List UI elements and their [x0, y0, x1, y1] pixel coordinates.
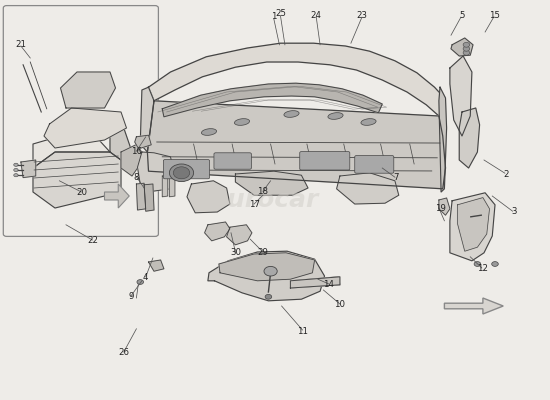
- Polygon shape: [162, 83, 382, 117]
- Circle shape: [474, 262, 481, 266]
- Polygon shape: [458, 198, 490, 251]
- Text: 11: 11: [297, 327, 308, 336]
- Text: 2: 2: [503, 170, 509, 178]
- Circle shape: [14, 174, 18, 177]
- Ellipse shape: [234, 119, 250, 125]
- Polygon shape: [208, 251, 324, 301]
- Text: 30: 30: [230, 248, 241, 257]
- Polygon shape: [21, 160, 36, 178]
- Circle shape: [14, 168, 18, 172]
- Polygon shape: [33, 152, 121, 208]
- Polygon shape: [439, 198, 450, 215]
- Text: 17: 17: [249, 200, 260, 209]
- FancyBboxPatch shape: [163, 160, 210, 179]
- FancyBboxPatch shape: [214, 153, 251, 169]
- Polygon shape: [147, 101, 446, 189]
- Ellipse shape: [201, 129, 217, 135]
- Polygon shape: [60, 72, 116, 108]
- Text: 10: 10: [334, 300, 345, 309]
- Circle shape: [264, 266, 277, 276]
- Polygon shape: [148, 260, 164, 271]
- Polygon shape: [459, 108, 480, 168]
- Text: 23: 23: [356, 12, 367, 20]
- Polygon shape: [138, 152, 175, 191]
- Polygon shape: [187, 181, 230, 213]
- Polygon shape: [450, 193, 495, 261]
- Text: 1: 1: [271, 12, 277, 21]
- Text: 16: 16: [131, 148, 142, 156]
- Ellipse shape: [361, 119, 376, 125]
- Circle shape: [169, 164, 194, 182]
- Text: 5: 5: [459, 12, 465, 20]
- Text: 15: 15: [490, 12, 500, 20]
- Polygon shape: [450, 56, 472, 136]
- Polygon shape: [136, 183, 146, 210]
- Text: 25: 25: [275, 10, 286, 18]
- Polygon shape: [451, 38, 473, 56]
- Text: eurocar: eurocar: [210, 188, 318, 212]
- Ellipse shape: [284, 111, 299, 117]
- Text: 3: 3: [512, 208, 517, 216]
- Polygon shape: [219, 253, 315, 281]
- Text: 4: 4: [143, 274, 148, 282]
- FancyBboxPatch shape: [355, 156, 394, 173]
- Polygon shape: [337, 173, 399, 204]
- Text: 12: 12: [477, 264, 488, 273]
- Polygon shape: [290, 277, 340, 288]
- Circle shape: [492, 262, 498, 266]
- Polygon shape: [444, 298, 503, 314]
- Circle shape: [173, 167, 190, 179]
- Ellipse shape: [328, 113, 343, 119]
- Polygon shape: [33, 128, 110, 168]
- Polygon shape: [235, 171, 308, 195]
- Circle shape: [463, 42, 470, 47]
- Polygon shape: [148, 43, 444, 116]
- FancyBboxPatch shape: [300, 152, 350, 170]
- Text: 21: 21: [15, 40, 26, 49]
- Circle shape: [463, 50, 470, 55]
- Polygon shape: [205, 222, 230, 241]
- Polygon shape: [169, 175, 175, 197]
- Text: 8: 8: [134, 174, 139, 182]
- Text: 26: 26: [118, 348, 129, 357]
- Text: 29: 29: [257, 248, 268, 257]
- Polygon shape: [144, 184, 154, 211]
- Text: 20: 20: [76, 188, 87, 197]
- FancyBboxPatch shape: [3, 6, 158, 236]
- Text: 18: 18: [257, 188, 268, 196]
- Polygon shape: [135, 135, 151, 149]
- Polygon shape: [44, 108, 127, 148]
- Text: 14: 14: [323, 280, 334, 289]
- Polygon shape: [121, 144, 143, 176]
- Polygon shape: [162, 175, 168, 197]
- Text: 19: 19: [434, 204, 446, 213]
- Polygon shape: [110, 120, 132, 160]
- Text: 22: 22: [87, 236, 98, 245]
- Text: 9: 9: [128, 292, 134, 301]
- Circle shape: [137, 280, 144, 284]
- Text: 24: 24: [311, 12, 322, 20]
- Polygon shape: [104, 184, 129, 208]
- Circle shape: [14, 163, 18, 166]
- Polygon shape: [227, 225, 252, 245]
- Text: 7: 7: [393, 174, 399, 182]
- Polygon shape: [439, 87, 447, 192]
- Polygon shape: [140, 87, 154, 152]
- Circle shape: [265, 294, 272, 299]
- Circle shape: [463, 46, 470, 51]
